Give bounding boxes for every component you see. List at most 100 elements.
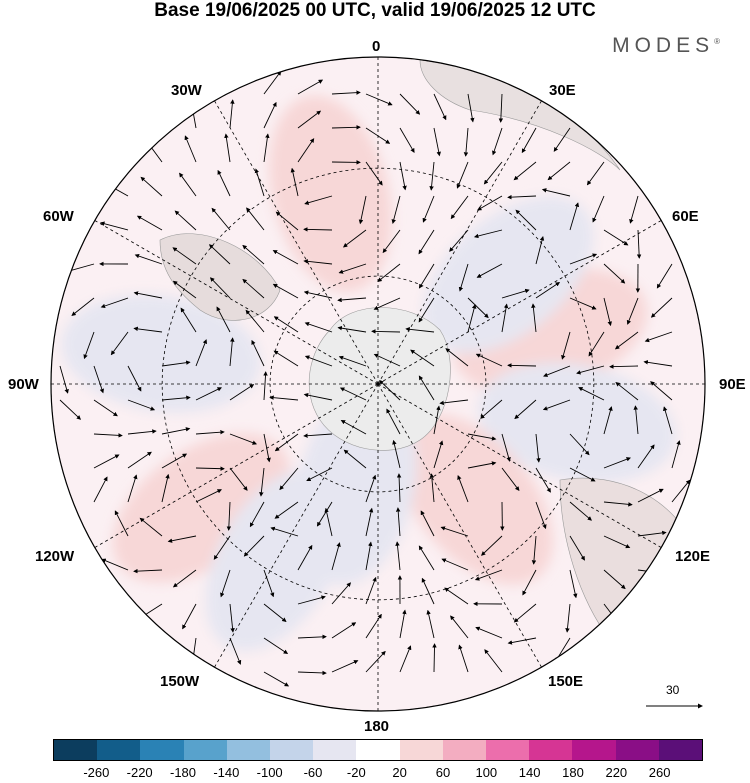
wind-arrow — [365, 613, 382, 639]
colorbar-tick-label: -20 — [346, 765, 366, 780]
anomaly-shading — [61, 95, 676, 651]
wind-arrow — [272, 283, 299, 299]
wind-arrow — [456, 161, 469, 189]
wind-arrow — [418, 375, 435, 401]
wind-arrow — [637, 444, 655, 469]
wind-arrow — [433, 405, 441, 435]
wind-arrow — [481, 535, 503, 556]
wind-arrow — [458, 644, 469, 673]
wind-arrow — [603, 457, 631, 469]
wind-arrow — [179, 172, 197, 197]
wind-arrow — [637, 488, 664, 503]
wind-arrow — [83, 331, 95, 360]
colorbar-tick-label: 60 — [435, 765, 451, 780]
wind-arrow — [467, 297, 489, 319]
wind-arrow — [501, 288, 530, 299]
colorbar-swatch — [54, 740, 98, 760]
wind-arrow — [274, 433, 299, 452]
wind-arrow — [535, 282, 561, 299]
wind-arrow — [498, 93, 504, 123]
latitude-circle — [269, 275, 487, 493]
anomaly-blob — [478, 362, 676, 483]
wind-arrow — [243, 535, 265, 557]
anomaly-blob — [61, 294, 261, 413]
colorbar-tick-label: -140 — [213, 765, 240, 780]
wind-arrow — [521, 127, 537, 154]
wind-arrow — [501, 467, 520, 492]
wind-arrow — [127, 365, 142, 392]
wind-arrow — [633, 405, 639, 435]
lon-label-120e: 120E — [675, 548, 711, 565]
wind-arrow — [161, 453, 188, 469]
wind-arrow — [379, 380, 401, 401]
wind-arrow — [182, 603, 197, 630]
wind-arrow — [297, 595, 326, 605]
lon-label-30e: 30E — [549, 82, 576, 99]
wind-arrow — [399, 93, 421, 115]
wind-arrow — [365, 507, 374, 537]
wind-arrow — [373, 353, 401, 367]
wind-arrow — [586, 161, 605, 186]
wind-arrow — [450, 615, 469, 639]
wind-arrow — [270, 526, 299, 537]
wind-arrow — [338, 355, 367, 367]
wind-arrow — [303, 290, 333, 299]
wind-arrow — [603, 535, 631, 549]
anomaly-blob — [269, 95, 392, 292]
lon-label-90e: 90E — [719, 376, 746, 393]
meridian-line — [214, 100, 379, 385]
wind-arrow — [569, 253, 598, 265]
wind-arrow — [663, 406, 673, 435]
wind-arrow — [636, 229, 642, 259]
wind-arrow — [297, 138, 315, 163]
wind-arrow — [324, 507, 333, 537]
wind-arrow — [365, 161, 383, 186]
colorbar-swatch — [97, 740, 141, 760]
wind-arrow — [418, 263, 435, 289]
wind-arrow — [399, 127, 415, 153]
wind-arrow — [263, 433, 271, 463]
lon-label-0: 0 — [372, 38, 381, 55]
wind-arrow — [475, 626, 503, 639]
wind-arrow — [161, 360, 191, 367]
wind-arrow — [473, 229, 503, 239]
wind-arrow — [399, 645, 412, 673]
wind-arrow — [246, 207, 265, 231]
colorbar-tick-label: -260 — [83, 765, 110, 780]
lon-label-90w: 90W — [8, 376, 39, 393]
reference-vector-arrow — [646, 703, 703, 709]
wind-arrow — [136, 215, 163, 231]
wind-arrow — [229, 337, 235, 367]
wind-arrow — [576, 365, 605, 375]
wind-arrow — [514, 399, 537, 420]
wind-arrow — [410, 349, 435, 367]
wind-arrow — [195, 429, 225, 435]
wind-arrow — [501, 303, 509, 333]
wind-arrow — [429, 161, 435, 191]
lon-label-60w: 60W — [43, 208, 74, 225]
colorbar-swatch — [529, 740, 573, 760]
wind-arrow — [671, 440, 681, 469]
colorbar-swatch — [270, 740, 314, 760]
colorbar-tick-label: 100 — [475, 765, 498, 780]
wind-arrow — [644, 331, 673, 343]
wind-arrow — [297, 634, 327, 640]
map-title: Base 19/06/2025 00 UTC, valid 19/06/2025… — [154, 0, 596, 21]
colorbar-tick-label: -220 — [126, 765, 153, 780]
wind-arrow — [303, 392, 333, 401]
wind-arrow — [603, 297, 612, 327]
wind-arrow — [405, 327, 435, 333]
wind-arrow — [429, 473, 435, 503]
land-masses — [159, 59, 701, 646]
wind-arrow — [263, 70, 282, 95]
wind-arrow — [93, 399, 118, 417]
wind-arrow — [441, 558, 469, 571]
wind-arrow — [263, 133, 270, 163]
wind-arrow — [133, 568, 163, 574]
colorbar-swatch — [226, 740, 271, 760]
wind-arrow — [331, 542, 341, 571]
wind-arrow — [535, 501, 547, 530]
wind-arrow — [395, 541, 401, 571]
wind-arrow — [331, 660, 359, 673]
